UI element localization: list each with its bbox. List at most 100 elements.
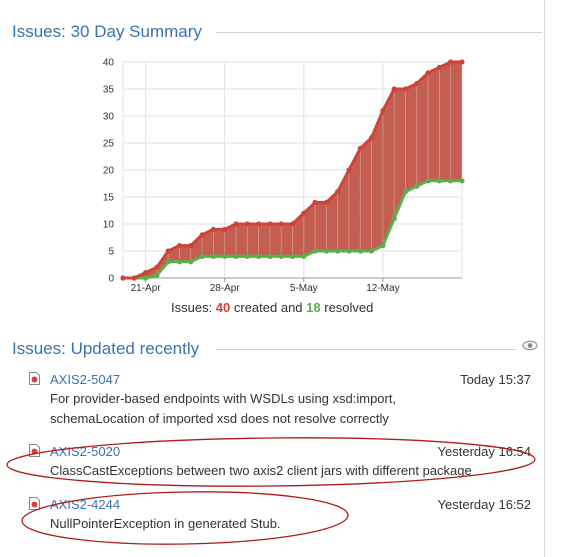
caption-prefix: Issues: [171, 300, 216, 315]
resolved-count: 18 [306, 300, 321, 315]
created-series-point [120, 275, 126, 281]
summary-section-title: Issues: 30 Day Summary [12, 22, 202, 41]
resolved-series-point [154, 272, 160, 278]
resolved-series-point [256, 253, 262, 259]
created-series-point [436, 64, 442, 70]
created-series-point [335, 189, 341, 195]
created-series-point [244, 221, 250, 227]
eye-icon[interactable] [522, 340, 538, 351]
created-series-point [256, 221, 262, 227]
created-series-point [289, 221, 296, 227]
created-series-point [301, 210, 307, 216]
resolved-series-point [323, 248, 329, 254]
resolved-series-point [165, 259, 171, 265]
y-tick-label: 30 [103, 112, 115, 123]
x-tick-label: 28-Apr [210, 283, 241, 294]
y-tick-label: 10 [103, 220, 115, 231]
resolved-series-point [222, 253, 228, 259]
resolved-series-point [289, 253, 296, 259]
x-tick-label: 12-May [366, 283, 399, 294]
created-series-point [154, 264, 160, 270]
issue-summary-line: NullPointerException in generated Stub. [50, 516, 281, 531]
created-series-point [199, 232, 205, 238]
created-series-point [267, 221, 273, 227]
issue-updated-time: Yesterday 16:52 [437, 497, 531, 512]
resolved-series-point [425, 178, 431, 184]
issue-summary: For provider-based endpoints with WSDLs … [50, 389, 490, 429]
x-tick-label: 21-Apr [131, 283, 162, 294]
updated-section-title: Issues: Updated recently [12, 339, 200, 358]
created-series-point [414, 81, 420, 87]
bug-icon [29, 497, 40, 510]
created-series-point [165, 248, 171, 254]
created-series-point [188, 243, 194, 249]
resolved-series-point [199, 253, 205, 259]
summary-title-rule [216, 32, 542, 33]
issue-updated-time: Yesterday 16:54 [437, 444, 531, 459]
y-tick-label: 20 [103, 166, 115, 177]
y-tick-label: 0 [108, 274, 114, 285]
created-series-point [448, 59, 454, 65]
resolved-series-point [244, 253, 250, 259]
created-series-point [391, 86, 397, 92]
resolved-series-point [448, 178, 454, 184]
caption-middle: created and [230, 300, 307, 315]
issue-summary-line: schemaLocation of imported xsd does not … [50, 411, 389, 426]
created-series-point [176, 243, 183, 249]
created-series-point [143, 270, 149, 276]
y-tick-label: 35 [103, 85, 115, 96]
issue-summary: NullPointerException in generated Stub. [50, 514, 490, 534]
y-tick-label: 40 [103, 58, 115, 69]
created-series-point [402, 86, 409, 92]
created-resolved-band [123, 62, 462, 278]
resolved-series-point [335, 248, 341, 254]
created-series-point [346, 167, 352, 173]
resolved-series-point [380, 243, 386, 249]
created-series-point [425, 70, 431, 76]
y-tick-label: 5 [108, 247, 114, 258]
resolved-series-point [301, 253, 307, 259]
resolved-series-point [402, 189, 409, 195]
issue-updated-time: Today 15:37 [460, 372, 531, 387]
y-tick-label: 15 [103, 193, 115, 204]
issue-summary: ClassCastExceptions between two axis2 cl… [50, 461, 520, 481]
resolved-series-point [436, 178, 442, 184]
resolved-series-point [312, 248, 318, 254]
bug-icon [29, 444, 40, 457]
updated-title-rule [216, 349, 516, 350]
created-series-point [222, 226, 228, 232]
resolved-series-point [459, 178, 465, 184]
resolved-series-point [233, 253, 239, 259]
resolved-series-point [414, 183, 420, 189]
resolved-series-point [357, 248, 363, 254]
x-tick-label: 5-May [290, 283, 318, 294]
issue-key-link[interactable]: AXIS2-5020 [50, 444, 121, 459]
resolved-series-point [278, 253, 284, 259]
chart-ticks: 0 5 10 15 20 25 30 35 40 21-Apr 28-Apr 5-May 12-May [103, 58, 400, 295]
created-series-point [459, 59, 465, 65]
resolved-series-point [143, 275, 149, 281]
resolved-series-point [267, 253, 273, 259]
resolved-series-point [346, 248, 352, 254]
created-series-point [323, 199, 329, 205]
created-series-point [380, 108, 386, 114]
created-series-point [131, 275, 137, 281]
created-series-point [210, 226, 216, 232]
created-series-point [369, 135, 375, 141]
created-count: 40 [215, 300, 231, 315]
resolved-series-point [176, 259, 183, 265]
issue-summary-line: ClassCastExceptions between two axis2 cl… [50, 463, 472, 478]
created-series-point [278, 221, 284, 227]
issue-key-link[interactable]: AXIS2-4244 [50, 497, 121, 512]
dashboard-panel [544, 0, 545, 557]
chart-points [120, 59, 465, 281]
issue-key-link[interactable]: AXIS2-5047 [50, 372, 121, 387]
created-series-point [233, 221, 239, 227]
y-tick-label: 25 [103, 139, 115, 150]
issues-chart: 0 5 10 15 20 25 30 35 40 21-Apr 28-Apr 5-May 12-May [103, 58, 465, 295]
resolved-series-point [188, 259, 194, 265]
caption-suffix: resolved [320, 300, 374, 315]
issue-summary-line: For provider-based endpoints with WSDLs … [50, 391, 397, 406]
created-series-point [357, 145, 363, 151]
resolved-series-point [391, 216, 397, 222]
